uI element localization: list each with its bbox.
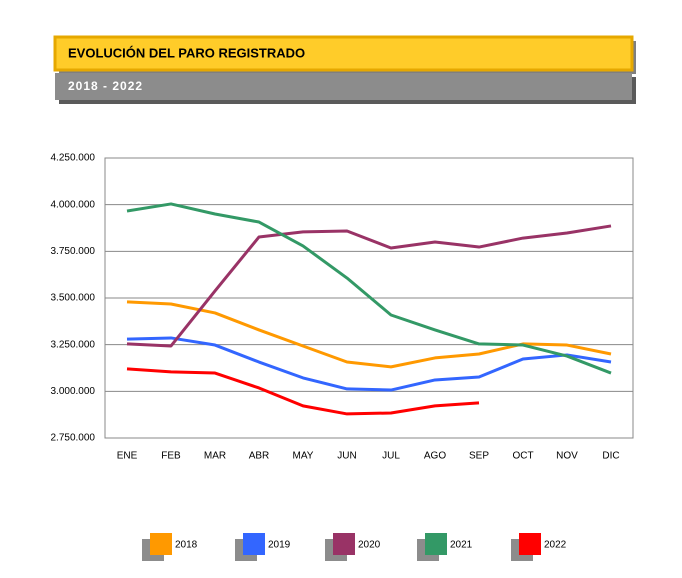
x-tick-label: FEB bbox=[161, 451, 181, 462]
subtitle-bar bbox=[55, 73, 632, 100]
y-tick-label: 3.750.000 bbox=[51, 246, 96, 257]
x-tick-label: OCT bbox=[512, 451, 533, 462]
legend-swatch bbox=[333, 533, 355, 555]
plot-frame bbox=[104, 157, 634, 439]
y-tick-label: 3.250.000 bbox=[51, 339, 96, 350]
x-tick-label: SEP bbox=[469, 451, 489, 462]
x-tick-label: MAR bbox=[204, 451, 226, 462]
legend-swatch bbox=[150, 533, 172, 555]
line-series bbox=[126, 300, 612, 369]
line-series bbox=[126, 224, 612, 348]
legend-label: 2019 bbox=[268, 540, 291, 551]
line-series bbox=[126, 367, 480, 416]
line-series bbox=[126, 336, 612, 392]
legend-label: 2021 bbox=[450, 540, 473, 551]
y-tick-label: 4.000.000 bbox=[51, 199, 96, 210]
x-tick-label: JUN bbox=[337, 451, 356, 462]
x-tick-label: AGO bbox=[424, 451, 446, 462]
legend-label: 2022 bbox=[544, 540, 567, 551]
legend-swatch bbox=[519, 533, 541, 555]
y-tick-label: 3.000.000 bbox=[51, 386, 96, 397]
x-tick-label: JUL bbox=[382, 451, 400, 462]
x-tick-label: ABR bbox=[249, 451, 270, 462]
legend-swatch bbox=[425, 533, 447, 555]
y-tick-label: 2.750.000 bbox=[51, 433, 96, 444]
line-series bbox=[126, 202, 612, 375]
x-tick-label: NOV bbox=[556, 451, 578, 462]
legend-label: 2018 bbox=[175, 540, 198, 551]
x-tick-label: ENE bbox=[117, 451, 138, 462]
title-bar bbox=[53, 35, 634, 72]
y-tick-label: 4.250.000 bbox=[51, 153, 96, 164]
y-tick-label: 3.500.000 bbox=[51, 293, 96, 304]
legend-label: 2020 bbox=[358, 540, 381, 551]
x-tick-label: DIC bbox=[602, 451, 619, 462]
legend-swatch bbox=[243, 533, 265, 555]
x-tick-label: MAY bbox=[293, 451, 314, 462]
chart-subtitle: 2018 - 2022 bbox=[68, 79, 143, 93]
chart-title: EVOLUCIÓN DEL PARO REGISTRADO bbox=[68, 45, 305, 60]
